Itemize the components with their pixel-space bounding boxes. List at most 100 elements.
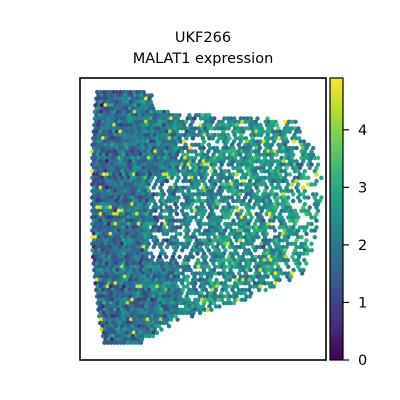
expression-spot — [159, 228, 165, 233]
expression-spot — [291, 231, 296, 237]
expression-spot — [119, 109, 124, 115]
expression-spot — [114, 294, 120, 299]
expression-spot — [169, 221, 175, 227]
expression-spot — [154, 178, 160, 184]
expression-spot — [113, 221, 118, 227]
expression-spot — [138, 340, 144, 345]
expression-spot — [111, 89, 117, 95]
expression-spot — [233, 248, 238, 253]
expression-spot — [211, 218, 216, 223]
expression-spot — [130, 149, 135, 154]
expression-spot — [126, 132, 131, 138]
expression-spot — [128, 225, 133, 230]
expression-spot — [157, 287, 162, 293]
expression-spot — [184, 136, 189, 141]
expression-spot — [146, 132, 151, 138]
expression-spot — [136, 215, 141, 220]
expression-spot — [160, 113, 165, 118]
expression-spot — [227, 172, 233, 177]
expression-spot — [113, 126, 118, 131]
expression-spot — [133, 142, 138, 147]
expression-spot — [92, 116, 98, 121]
expression-spot — [127, 96, 132, 101]
expression-spot — [198, 122, 203, 128]
expression-spot — [191, 310, 196, 316]
expression-spot — [97, 304, 103, 309]
expression-spot — [234, 261, 239, 266]
expression-spot — [286, 271, 292, 276]
expression-spot — [125, 238, 130, 243]
expression-spot — [242, 228, 248, 233]
expression-spot — [290, 254, 295, 260]
expression-spot — [194, 238, 200, 243]
expression-spot — [276, 175, 281, 180]
expression-spot — [276, 215, 281, 220]
expression-spot — [112, 258, 118, 263]
expression-spot — [122, 122, 127, 128]
expression-spot — [242, 221, 248, 227]
expression-spot — [256, 235, 261, 240]
expression-spot — [128, 340, 134, 345]
expression-spot — [264, 198, 269, 204]
expression-spot — [286, 228, 291, 233]
expression-spot — [236, 169, 241, 174]
expression-spot — [112, 307, 118, 312]
expression-spot — [213, 297, 218, 302]
expression-spot — [223, 248, 228, 253]
expression-spot — [153, 182, 158, 187]
expression-spot — [236, 126, 241, 131]
expression-spot — [126, 337, 131, 342]
expression-spot — [178, 145, 183, 151]
expression-spot — [219, 188, 224, 194]
expression-spot — [115, 152, 120, 157]
expression-spot — [141, 218, 146, 223]
expression-spot — [129, 274, 134, 279]
expression-spot — [126, 235, 131, 240]
expression-spot — [164, 294, 169, 299]
expression-spot — [239, 264, 244, 269]
expression-spot — [111, 261, 116, 266]
expression-spot — [254, 172, 259, 177]
expression-spot — [246, 182, 251, 187]
expression-spot — [169, 169, 175, 174]
expression-spot — [277, 225, 283, 230]
expression-spot — [138, 310, 143, 316]
expression-spot — [302, 248, 308, 253]
expression-spot — [239, 297, 245, 302]
expression-spot — [254, 192, 259, 197]
expression-spot — [189, 291, 194, 296]
expression-spot — [171, 310, 176, 316]
expression-spot — [175, 139, 180, 144]
expression-spot — [232, 274, 237, 279]
expression-spot — [126, 162, 131, 167]
expression-spot — [169, 264, 175, 269]
expression-spot — [138, 300, 144, 306]
expression-spot — [160, 142, 165, 147]
expression-spot — [245, 258, 251, 263]
expression-spot — [122, 317, 127, 322]
expression-spot — [136, 327, 141, 332]
expression-spot — [194, 165, 200, 171]
expression-spot — [296, 182, 301, 187]
expression-spot — [98, 300, 104, 306]
expression-spot — [225, 300, 230, 306]
expression-spot — [184, 178, 190, 184]
expression-spot — [136, 208, 141, 213]
expression-spot — [119, 291, 124, 296]
expression-spot — [91, 159, 97, 164]
expression-spot — [112, 267, 117, 273]
expression-spot — [231, 172, 236, 177]
expression-spot — [122, 327, 128, 332]
expression-spot — [238, 267, 243, 273]
expression-spot — [234, 178, 239, 184]
expression-spot — [119, 317, 124, 322]
expression-spot — [279, 215, 284, 220]
expression-spot — [103, 281, 108, 286]
expression-spot — [218, 225, 223, 230]
expression-spot — [100, 215, 105, 220]
expression-spot — [291, 225, 296, 230]
expression-spot — [136, 281, 141, 286]
expression-spot — [259, 241, 264, 246]
expression-spot — [114, 119, 119, 125]
expression-spot — [126, 307, 131, 312]
